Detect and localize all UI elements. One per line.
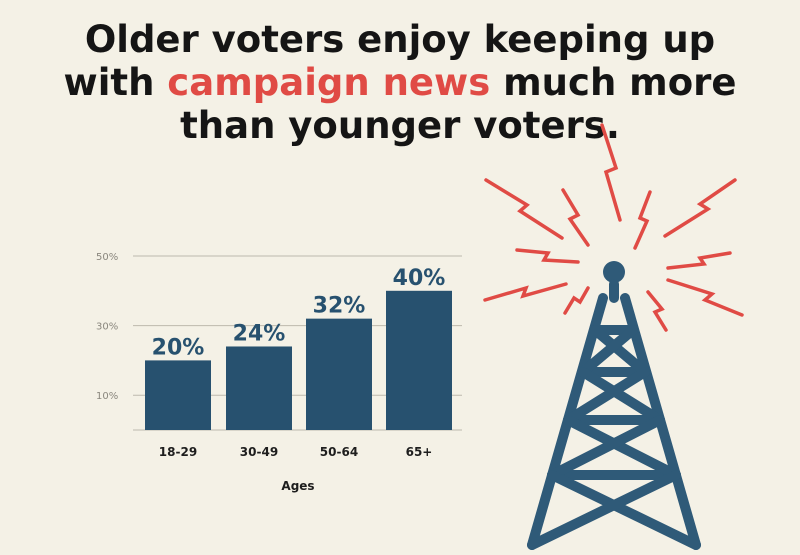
data-label: 32% xyxy=(313,294,366,319)
x-tick-label: 50-64 xyxy=(320,445,358,459)
x-axis-label: Ages xyxy=(281,479,314,493)
x-tick-label: 18-29 xyxy=(159,445,197,459)
title-highlight: campaign news xyxy=(167,61,491,104)
signal-bolts xyxy=(483,123,744,332)
x-tick-label: 30-49 xyxy=(240,445,278,459)
chart-title: Older voters enjoy keeping up with campa… xyxy=(0,18,800,147)
bar xyxy=(145,360,211,430)
bar xyxy=(386,290,452,430)
title-line-2-suffix: much more xyxy=(490,61,737,104)
x-tick-label: 65+ xyxy=(406,445,433,459)
title-line-2-prefix: with xyxy=(63,61,168,104)
data-label: 40% xyxy=(393,266,446,291)
data-label: 24% xyxy=(233,321,286,346)
data-label: 20% xyxy=(152,335,205,360)
y-tick-label: 30% xyxy=(96,322,118,333)
y-tick-label: 50% xyxy=(96,252,118,263)
title-line-1: Older voters enjoy keeping up xyxy=(84,18,716,61)
tower-structure xyxy=(527,261,701,550)
title-line-2: with campaign news much more xyxy=(0,61,800,104)
y-tick-label: 10% xyxy=(96,391,118,402)
bar xyxy=(306,318,372,430)
title-line-3: than younger voters. xyxy=(180,104,620,147)
bar xyxy=(226,346,292,430)
